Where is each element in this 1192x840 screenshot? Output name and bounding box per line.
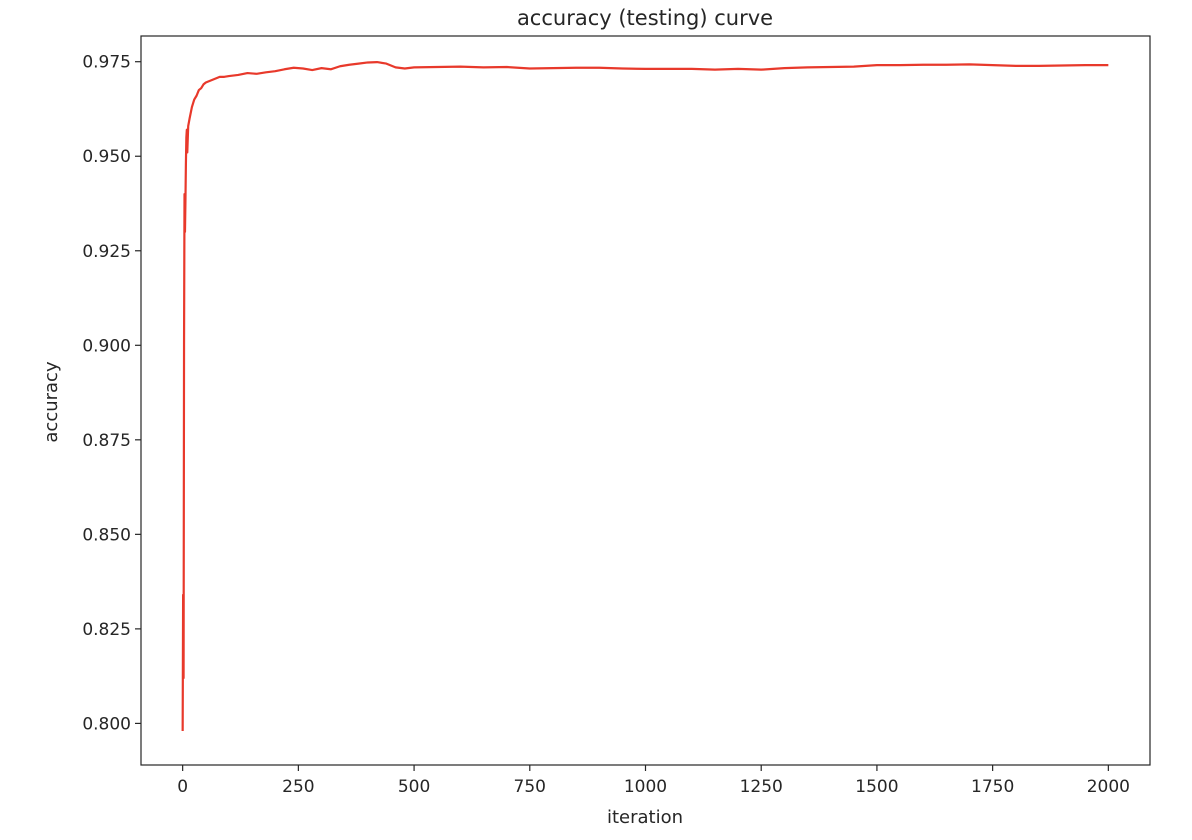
plot-frame	[140, 35, 1151, 766]
y-tick-label: 0.900	[82, 336, 131, 356]
y-tick-label: 0.825	[82, 620, 131, 640]
x-tick-label: 1750	[971, 777, 1014, 797]
y-tick-label: 0.875	[82, 431, 131, 451]
y-tick-label: 0.950	[82, 147, 131, 167]
x-tick-label: 1000	[624, 777, 667, 797]
y-tick-label: 0.975	[82, 53, 131, 73]
y-axis-label: accuracy	[41, 361, 62, 443]
series-line-0	[181, 60, 1109, 731]
x-tick-label: 0	[177, 777, 188, 797]
x-tick-label: 1500	[855, 777, 898, 797]
y-tick-label: 0.800	[82, 714, 131, 734]
x-tick-label: 500	[398, 777, 430, 797]
y-tick-label: 0.925	[82, 242, 131, 262]
x-tick-label: 750	[514, 777, 546, 797]
x-tick-label: 2000	[1087, 777, 1130, 797]
x-axis-label: iteration	[607, 807, 683, 828]
chart-title: accuracy (testing) curve	[517, 6, 773, 30]
x-tick-label: 1250	[740, 777, 783, 797]
y-tick-label: 0.850	[82, 525, 131, 545]
x-tick-label: 250	[282, 777, 314, 797]
